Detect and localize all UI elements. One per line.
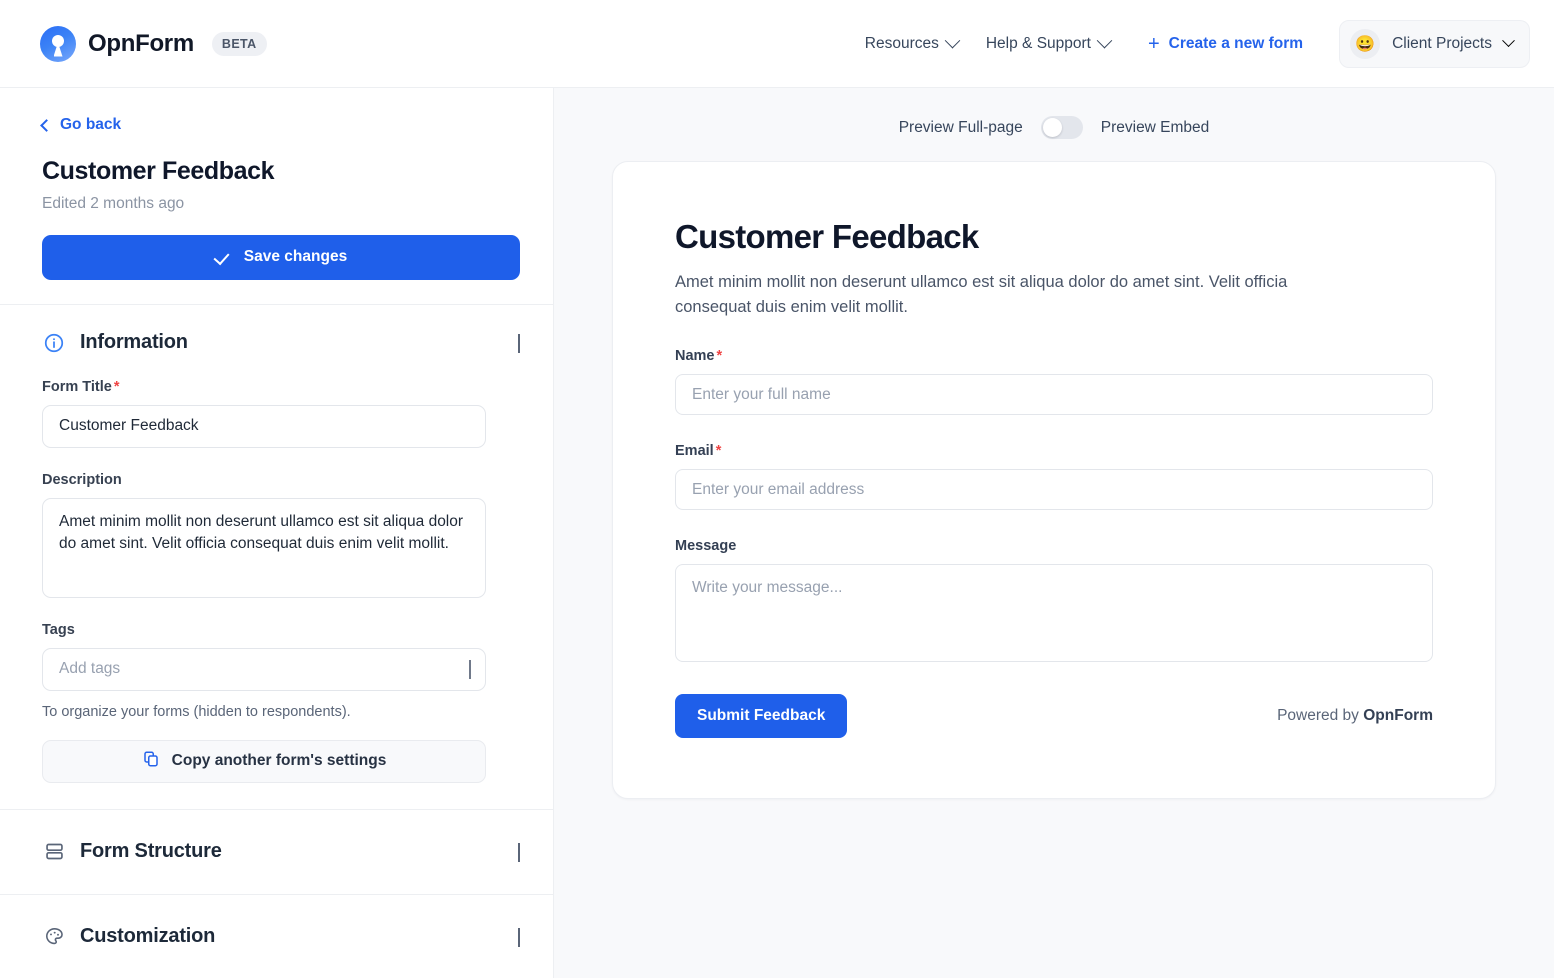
form-title-field: Form Title * — [42, 379, 520, 448]
chevron-left-icon — [40, 118, 53, 132]
preview-name-input[interactable] — [675, 374, 1433, 416]
beta-badge: BETA — [211, 31, 267, 56]
required-asterisk: * — [716, 348, 723, 365]
chevron-down-icon — [1502, 34, 1515, 48]
section-header-customization[interactable]: Customization — [42, 925, 520, 949]
preview-field-name-label: Name * — [675, 348, 1433, 364]
preview-panel: Preview Full-page Preview Embed Customer… — [554, 88, 1554, 978]
tags-field: Tags Add tags To organize your forms (hi… — [42, 622, 520, 720]
section-title-information: Information — [80, 331, 188, 353]
workspace-name: Client Projects — [1392, 34, 1492, 52]
go-back-label: Go back — [60, 116, 122, 133]
description-label: Description — [42, 471, 122, 488]
copy-icon — [142, 750, 160, 773]
check-icon — [215, 249, 232, 266]
avatar: 😀 — [1350, 28, 1381, 59]
form-editor-sidebar: Go back Customer Feedback Edited 2 month… — [0, 88, 554, 978]
powered-by-prefix: Powered by — [1277, 707, 1364, 725]
form-preview-card: Customer Feedback Amet minim mollit non … — [612, 161, 1496, 800]
preview-field-message-label: Message — [675, 538, 1433, 554]
tags-helper-text: To organize your forms (hidden to respon… — [42, 703, 351, 720]
save-changes-button[interactable]: Save changes — [42, 234, 520, 280]
preview-form-title: Customer Feedback — [675, 218, 979, 255]
go-back-link[interactable]: Go back — [40, 116, 122, 134]
create-new-form-button[interactable]: + Create a new form — [1134, 24, 1317, 64]
powered-by-text: Powered by OpnForm — [1277, 707, 1433, 725]
nav-help-support[interactable]: Help & Support — [972, 25, 1124, 63]
brand-logo[interactable]: OpnForm BETA — [40, 25, 267, 62]
preview-field-name-label-text: Name — [675, 348, 715, 365]
palette-icon — [42, 925, 66, 949]
preview-email-input[interactable] — [675, 469, 1433, 511]
copy-form-settings-label: Copy another form's settings — [171, 752, 387, 769]
preview-field-email-label: Email * — [675, 443, 1433, 459]
divider — [0, 808, 553, 810]
section-title-form-structure: Form Structure — [80, 840, 222, 862]
sidebar-section-information: Information Form Title* Description Tags — [0, 305, 553, 809]
preview-fullpage-label: Preview Full-page — [898, 118, 1023, 136]
preview-field-email-label-text: Email — [675, 443, 714, 460]
tags-placeholder: Add tags — [59, 660, 121, 677]
tags-select[interactable]: Add tags — [42, 647, 486, 691]
save-changes-label: Save changes — [243, 248, 348, 265]
sidebar-section-customization: Customization — [0, 895, 553, 978]
section-title-customization: Customization — [80, 925, 216, 947]
plus-icon: + — [1147, 32, 1160, 55]
primary-nav: Resources Help & Support + Create a new … — [851, 19, 1530, 68]
tags-label: Tags — [42, 621, 75, 638]
description-field: Description — [42, 472, 520, 598]
workspace-switcher[interactable]: 😀 Client Projects — [1339, 19, 1530, 68]
preview-embed-label: Preview Embed — [1100, 118, 1210, 136]
preview-field-email: Email * — [675, 443, 1433, 511]
chevron-down-icon[interactable] — [518, 927, 520, 947]
nav-help-support-label: Help & Support — [985, 34, 1091, 52]
required-asterisk: * — [715, 443, 722, 460]
preview-mode-toggle[interactable] — [1040, 116, 1083, 139]
rows-icon — [42, 840, 66, 864]
preview-field-message: Message — [675, 538, 1433, 663]
chevron-down-icon — [944, 32, 961, 49]
nav-resources-label: Resources — [864, 34, 939, 52]
info-circle-icon — [42, 331, 66, 355]
brand-name: OpnForm — [88, 29, 194, 57]
section-header-information[interactable]: Information — [42, 331, 520, 355]
preview-message-textarea[interactable] — [675, 564, 1433, 663]
page-title: Customer Feedback — [42, 156, 275, 185]
create-new-form-label: Create a new form — [1168, 34, 1304, 52]
nav-resources[interactable]: Resources — [851, 25, 972, 63]
powered-by-brand: OpnForm — [1363, 707, 1433, 725]
chevron-up-icon[interactable] — [518, 333, 520, 353]
chevron-down-icon[interactable] — [518, 842, 520, 862]
copy-form-settings-button[interactable]: Copy another form's settings — [42, 739, 486, 783]
form-title-label-text: Form Title — [42, 378, 112, 395]
description-textarea[interactable] — [42, 497, 486, 598]
chevron-down-icon — [1096, 32, 1113, 49]
required-asterisk: * — [113, 378, 120, 395]
preview-field-message-label-text: Message — [675, 538, 737, 555]
workspace-emoji: 😀 — [1355, 35, 1376, 53]
preview-mode-switch: Preview Full-page Preview Embed — [554, 88, 1554, 161]
preview-field-name: Name * — [675, 348, 1433, 416]
page-body: Go back Customer Feedback Edited 2 month… — [0, 88, 1554, 978]
opnform-logo-icon — [40, 25, 76, 62]
divider — [0, 893, 553, 895]
preview-form-footer: Submit Feedback Powered by OpnForm — [675, 694, 1433, 739]
toggle-knob — [1042, 118, 1062, 137]
submit-feedback-button[interactable]: Submit Feedback — [675, 694, 848, 739]
section-header-form-structure[interactable]: Form Structure — [42, 840, 520, 864]
top-navbar: OpnForm BETA Resources Help & Support + … — [0, 0, 1554, 88]
divider — [0, 303, 553, 305]
sidebar-header: Go back Customer Feedback Edited 2 month… — [0, 88, 553, 304]
last-edited-text: Edited 2 months ago — [42, 194, 185, 212]
sidebar-section-form-structure: Form Structure — [0, 810, 553, 894]
form-title-label: Form Title * — [42, 379, 520, 395]
chevron-down-icon — [469, 660, 471, 679]
preview-form-description: Amet minim mollit non deserunt ullamco e… — [675, 273, 1288, 317]
form-title-input[interactable] — [42, 404, 486, 448]
